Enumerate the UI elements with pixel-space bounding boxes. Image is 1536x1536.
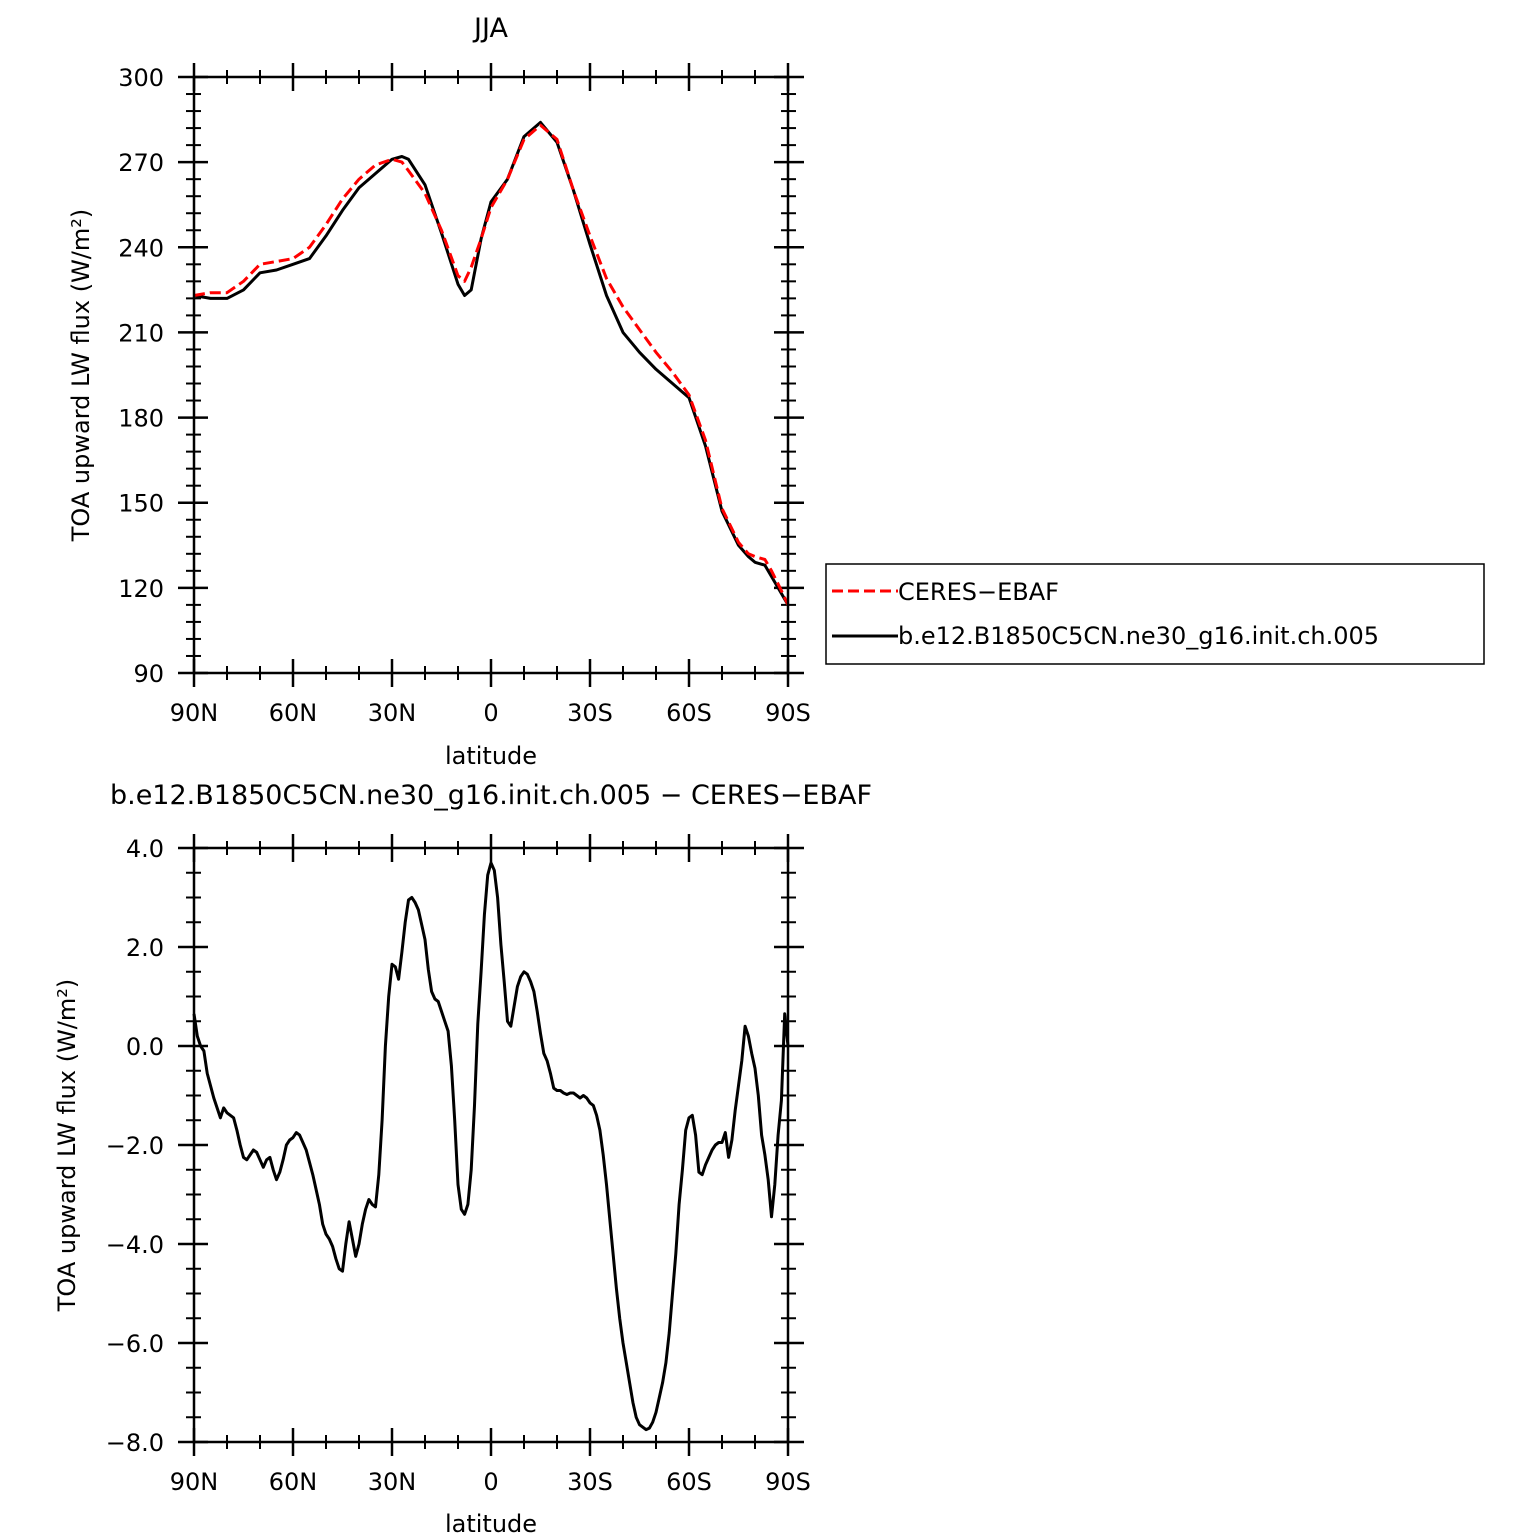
y-tick-label: −6.0 [106, 1330, 164, 1358]
bottom-panel: b.e12.B1850C5CN.ne30_g16.init.ch.005 − C… [53, 780, 872, 1536]
bottom-x-axis-label: latitude [445, 1510, 537, 1536]
legend-box [825, 563, 1485, 665]
series-line-top-1 [193, 120, 790, 606]
top-y-tick-labels: 90 120 150 180 210 240 270 300 [118, 64, 164, 688]
x-tick-label: 60N [269, 699, 318, 727]
bottom-axis-ticks [178, 834, 804, 1456]
x-tick-label: 60N [269, 1468, 318, 1496]
y-tick-label: 4.0 [126, 835, 164, 863]
x-tick-label: 30S [567, 699, 613, 727]
x-tick-label: 30N [368, 1468, 417, 1496]
y-tick-label: 90 [133, 660, 164, 688]
y-tick-label: −4.0 [106, 1231, 164, 1259]
bottom-x-tick-labels: 90N 60N 30N 0 30S 60S 90S [170, 1468, 811, 1496]
y-tick-label: −2.0 [106, 1132, 164, 1160]
legend-label-model: b.e12.B1850C5CN.ne30_g16.init.ch.005 [898, 622, 1379, 650]
x-tick-label: 30S [567, 1468, 613, 1496]
x-tick-label: 60S [666, 699, 712, 727]
y-tick-label: 210 [118, 319, 164, 347]
y-tick-label: 180 [118, 405, 164, 433]
bottom-y-axis-label: TOA upward LW flux (W/m²) [53, 979, 81, 1313]
x-tick-label: 30N [368, 699, 417, 727]
top-chart-title: JJA [472, 13, 508, 44]
y-tick-label: 300 [118, 64, 164, 92]
y-tick-label: 0.0 [126, 1033, 164, 1061]
top-x-axis-label: latitude [445, 742, 537, 770]
top-x-tick-labels: 90N 60N 30N 0 30S 60S 90S [170, 699, 811, 727]
y-tick-label: 270 [118, 149, 164, 177]
y-tick-label: −8.0 [106, 1429, 164, 1457]
bottom-plot-frame [192, 846, 790, 1444]
y-tick-label: 240 [118, 234, 164, 262]
top-series-group [193, 120, 790, 606]
bottom-series-group [192, 861, 790, 1432]
top-plot-frame [192, 75, 790, 675]
bottom-y-tick-labels: −8.0 −6.0 −4.0 −2.0 0.0 2.0 4.0 [106, 835, 164, 1457]
x-tick-label: 0 [483, 1468, 498, 1496]
y-tick-label: 2.0 [126, 934, 164, 962]
series-line-top-0 [193, 123, 790, 606]
top-y-axis-label: TOA upward LW flux (W/m²) [67, 209, 95, 543]
top-axis-ticks [178, 63, 804, 687]
legend-label-ceres: CERES−EBAF [898, 578, 1059, 606]
y-tick-label: 150 [118, 490, 164, 518]
x-tick-label: 90N [170, 699, 219, 727]
top-panel: JJA 90N 60N 30N 0 30S 60S 90S 90 120 150 180 210 24… [67, 13, 811, 770]
x-tick-label: 90S [765, 1468, 811, 1496]
legend: CERES−EBAF b.e12.B1850C5CN.ne30_g16.init… [825, 563, 1485, 665]
x-tick-label: 0 [483, 699, 498, 727]
y-tick-label: 120 [118, 575, 164, 603]
x-tick-label: 90N [170, 1468, 219, 1496]
x-tick-label: 60S [666, 1468, 712, 1496]
bottom-chart-title: b.e12.B1850C5CN.ne30_g16.init.ch.005 − C… [110, 780, 872, 811]
x-tick-label: 90S [765, 699, 811, 727]
series-line-bot-0 [192, 861, 790, 1432]
